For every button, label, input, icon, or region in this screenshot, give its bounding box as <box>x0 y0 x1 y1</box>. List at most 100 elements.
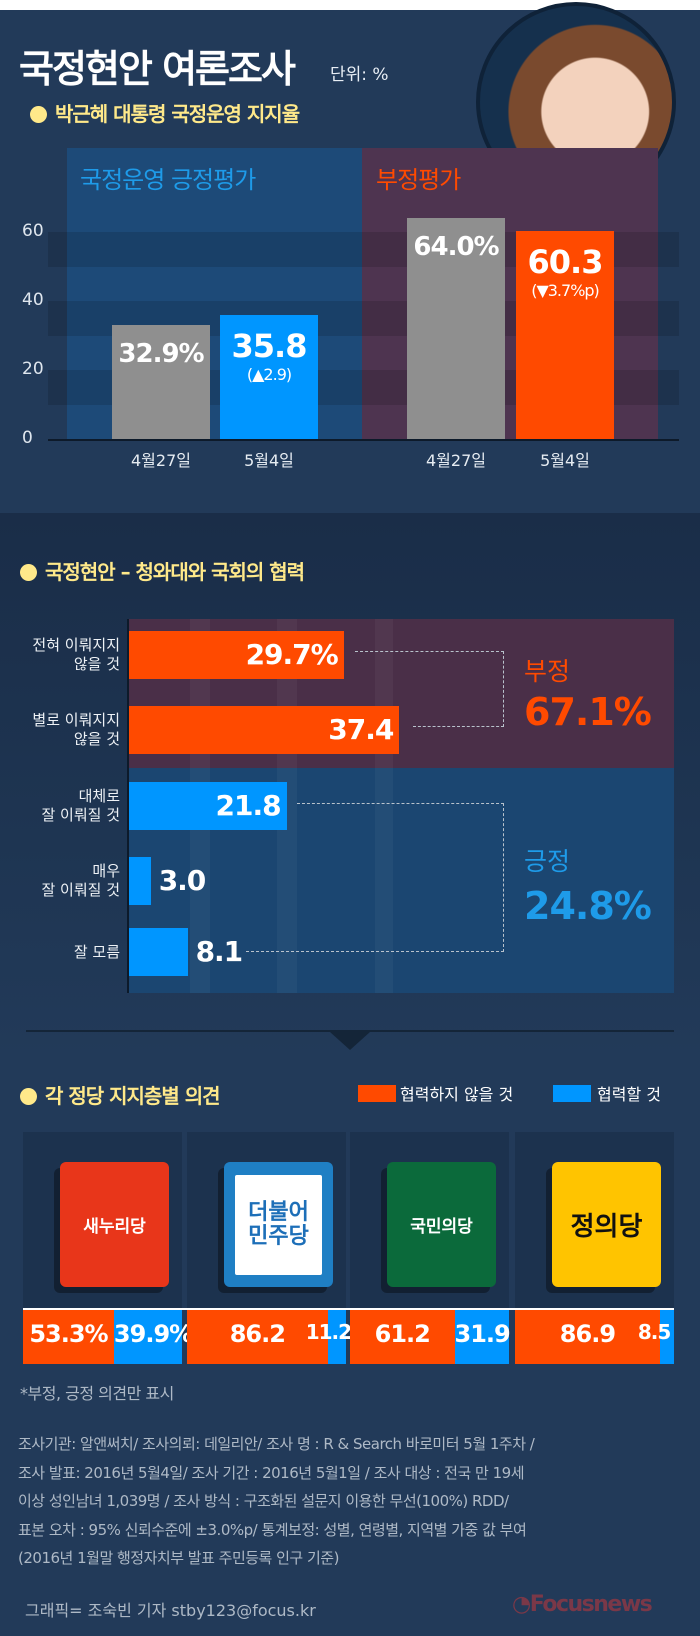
approval-chart: 국정운영 긍정평가 부정평가 0 20 40 60 32.9% 4월27일 35.8 (▲2.… <box>0 10 700 490</box>
section-3-title-text: 각 정당 지지층별 의견 <box>45 1084 220 1108</box>
focusnews-logo: ◔Focusnews <box>512 1592 653 1617</box>
logo-text: 정의당 <box>570 1212 643 1242</box>
y-tick-label: 0 <box>22 428 33 448</box>
party-logo-1: 새누리당 <box>60 1162 169 1287</box>
bar-positive <box>129 857 151 905</box>
category-label-line: 별로 이뤄지지 <box>32 711 120 729</box>
section-2-title-text: 국정현안 – 청와대와 국회의 협력 <box>45 560 305 584</box>
bar-positive <box>129 928 188 976</box>
bar-positive <box>659 1310 674 1364</box>
positive-summary-label: 긍정 <box>524 847 571 876</box>
bar-value-label: 64.0% <box>413 232 499 263</box>
bar-value-label-negative: 53.3% <box>29 1320 108 1348</box>
bar-positive <box>327 1310 346 1364</box>
positive-bracket-bottom <box>246 951 504 952</box>
bar-value-label: 29.7% <box>245 638 339 671</box>
x-tick-label: 4월27일 <box>131 451 191 470</box>
bar-positive-curr <box>220 315 318 439</box>
legend-swatch-negative <box>358 1085 396 1102</box>
focusnews-logo-icon: ◔ <box>512 1592 531 1617</box>
positive-bracket-top <box>297 803 504 952</box>
positive-panel-label: 국정운영 긍정평가 <box>80 166 256 194</box>
y-tick-label: 60 <box>22 221 44 241</box>
bar-negative <box>187 1310 328 1364</box>
y-axis-line <box>127 619 129 993</box>
negative-panel-label: 부정평가 <box>376 166 461 194</box>
bar-value-label-positive: 39.9% <box>113 1320 193 1348</box>
bar-value-label-negative: 86.9 <box>559 1320 616 1348</box>
category-label-line: 않을 것 <box>73 730 120 748</box>
category-label-line: 전혀 이뤄지지 <box>32 636 120 654</box>
category-label: 전혀 이뤄지지 않을 것 <box>0 636 120 674</box>
negative-bracket-top <box>355 651 504 727</box>
party-logo-4: 정의당 <box>552 1162 661 1287</box>
logo-text: 더불어 민주당 <box>248 1199 309 1249</box>
bar-positive <box>113 1310 182 1364</box>
bar-negative-curr <box>516 230 614 439</box>
bar-negative-prev <box>407 218 505 439</box>
bar-value-label: 3.0 <box>158 864 207 897</box>
bar-value-label: 35.8 <box>231 327 308 366</box>
section-1-title-text: 박근혜 대통령 국정운영 지지율 <box>55 102 300 126</box>
bar-value-label-positive: 11.2 <box>305 1320 352 1344</box>
bar-value-label: 60.3 <box>527 242 604 281</box>
bar-positive <box>454 1310 509 1364</box>
bar-value-label: 37.4 <box>328 713 394 746</box>
category-label-line: 대체로 <box>78 787 120 805</box>
bar-value-label: 32.9% <box>118 339 204 370</box>
x-tick-label: 5월4일 <box>244 451 294 470</box>
category-label-line: 잘 이뤄질 것 <box>41 881 120 899</box>
page-title: 국정현안 여론조사 <box>19 47 296 91</box>
methodology-line: (2016년 1월말 행정자치부 발표 주민등록 인구 기준) <box>18 1549 339 1567</box>
bar-change-label: (▼3.7%p) <box>531 280 600 300</box>
methodology-line: 표본 오차 : 95% 신뢰수준에 ±3.0%p/ 통계보정: 성별, 연령별,… <box>18 1520 527 1539</box>
category-label: 별로 이뤄지지 않을 것 <box>0 711 120 749</box>
bullet-icon <box>20 1088 37 1105</box>
bar-negative <box>350 1310 455 1364</box>
bar-positive-prev <box>112 325 210 439</box>
logo-inner: 더불어 민주당 <box>234 1174 323 1275</box>
legend-label-negative: 협력하지 않을 것 <box>400 1085 514 1104</box>
methodology-line: 조사기관: 알앤써치/ 조사의뢰: 데일리안/ 조사 명 : R & Searc… <box>18 1435 535 1453</box>
unit-label: 단위: % <box>330 65 389 85</box>
bar-value-label: 21.8 <box>215 789 282 822</box>
bar-negative <box>515 1310 660 1364</box>
party-logo-2: 더불어 민주당 <box>224 1162 333 1287</box>
negative-bracket-bottom <box>413 726 504 727</box>
logo-text: 새누리당 <box>83 1217 146 1237</box>
section-divider <box>26 1030 674 1032</box>
section-2-title: 국정현안 – 청와대와 국회의 협력 <box>20 556 305 585</box>
footnote: *부정, 긍정 의견만 표시 <box>20 1384 174 1403</box>
methodology-line: 조사 발표: 2016년 5월4일/ 조사 기간 : 2016년 5월1일 / … <box>18 1463 525 1482</box>
x-axis-line <box>48 439 679 441</box>
party-chart: 새누리당 53.3% 39.9% 더불어 민주당 86.2 11.2 국민의당 61.2 31.… <box>0 10 700 1410</box>
bar-negative <box>23 1310 114 1364</box>
category-label-line: 않을 것 <box>73 655 120 673</box>
party-logo-3: 국민의당 <box>387 1162 496 1287</box>
credit: 그래픽= 조숙빈 기자 stby123@focus.kr <box>25 1601 316 1620</box>
section-3-title: 각 정당 지지층별 의견 <box>20 1080 220 1109</box>
category-label-line: 매우 <box>92 862 120 880</box>
methodology-text: 조사기관: 알앤써치/ 조사의뢰: 데일리안/ 조사 명 : R & Searc… <box>18 1430 688 1573</box>
y-tick-label: 40 <box>22 290 44 310</box>
bullet-icon <box>30 106 47 123</box>
negative-summary-value: 67.1% <box>524 690 652 734</box>
divider-arrow-icon <box>330 1032 370 1050</box>
logo-text: 국민의당 <box>410 1217 473 1237</box>
bar-negative <box>129 706 400 754</box>
bar-value-label-negative: 86.2 <box>229 1320 286 1348</box>
bar-value-label-negative: 61.2 <box>374 1320 431 1348</box>
category-label-line: 잘 이뤄질 것 <box>41 806 120 824</box>
category-label: 매우 잘 이뤄질 것 <box>0 862 120 900</box>
cooperation-chart: 부정 67.1% 긍정 24.8% 29.7% 전혀 이뤄지지 않을 것 37.4 별로… <box>0 10 700 1010</box>
y-tick-label: 20 <box>22 359 44 379</box>
legend-label-positive: 협력할 것 <box>597 1085 661 1104</box>
bar-positive <box>129 782 287 830</box>
category-label: 잘 모름 <box>0 943 120 962</box>
bullet-icon <box>20 564 37 581</box>
bar-negative <box>129 631 344 679</box>
methodology-line: 이상 성인남녀 1,039명 / 조사 방식 : 구조화된 설문지 이용한 무선… <box>18 1492 509 1510</box>
bar-change-label: (▲2.9) <box>246 365 292 385</box>
legend-swatch-positive <box>553 1085 591 1102</box>
